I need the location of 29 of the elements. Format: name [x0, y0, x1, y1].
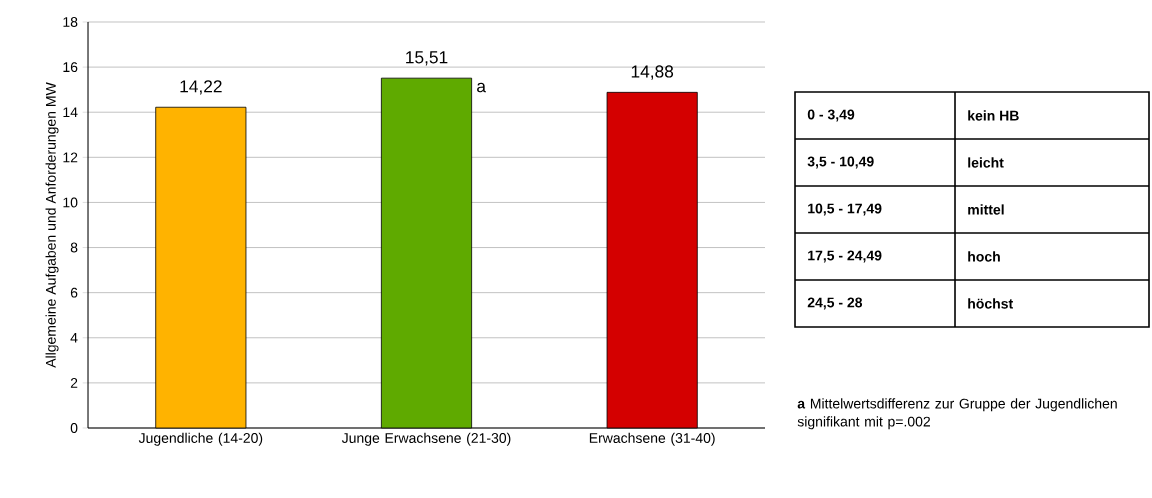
text: 24,5 - 28 [807, 297, 863, 310]
text: a Mittelwertsdifferenz zur Gruppe der Jugendlichen signifikant mit p=.002 [797, 398, 1117, 430]
text: 17,5 - 24,49 [808, 250, 882, 263]
y-tick-label: 2 [70, 378, 78, 388]
text: 0 - 3,49 [807, 109, 855, 122]
text: hoch [968, 251, 1000, 262]
y-tick-label: 10 [63, 197, 78, 208]
y-tick-label: 0 [70, 423, 78, 433]
text: mittel [968, 204, 1004, 215]
y-tick-label: 18 [63, 17, 78, 27]
y-tick-label: 14 [63, 107, 78, 118]
data-label: 15,51 [406, 51, 448, 66]
text: höchst [968, 298, 1013, 309]
y-tick-label: 8 [70, 242, 78, 253]
text: leicht [968, 157, 1004, 168]
data-label: 14,88 [631, 65, 674, 80]
y-tick-label: 4 [70, 332, 78, 343]
text: kein HB [968, 110, 1019, 121]
x-tick-label: Jugendliche (14-20) [138, 432, 263, 446]
y-axis-title: Allgemeine Aufgaben und Anforderungen MW [45, 82, 59, 368]
data-label: 14,22 [180, 80, 222, 95]
y-tick-label: 6 [70, 287, 78, 298]
text: 10,5 - 17,49 [808, 203, 882, 216]
y-tick-label: 12 [63, 152, 78, 163]
x-tick-label: Junge Erwachsene (21-30) [341, 432, 511, 446]
x-tick-label: Erwachsene (31-40) [589, 432, 715, 446]
y-tick-label: 16 [63, 62, 78, 73]
annotation: a [477, 82, 486, 93]
text: 3,5 - 10,49 [807, 156, 874, 169]
